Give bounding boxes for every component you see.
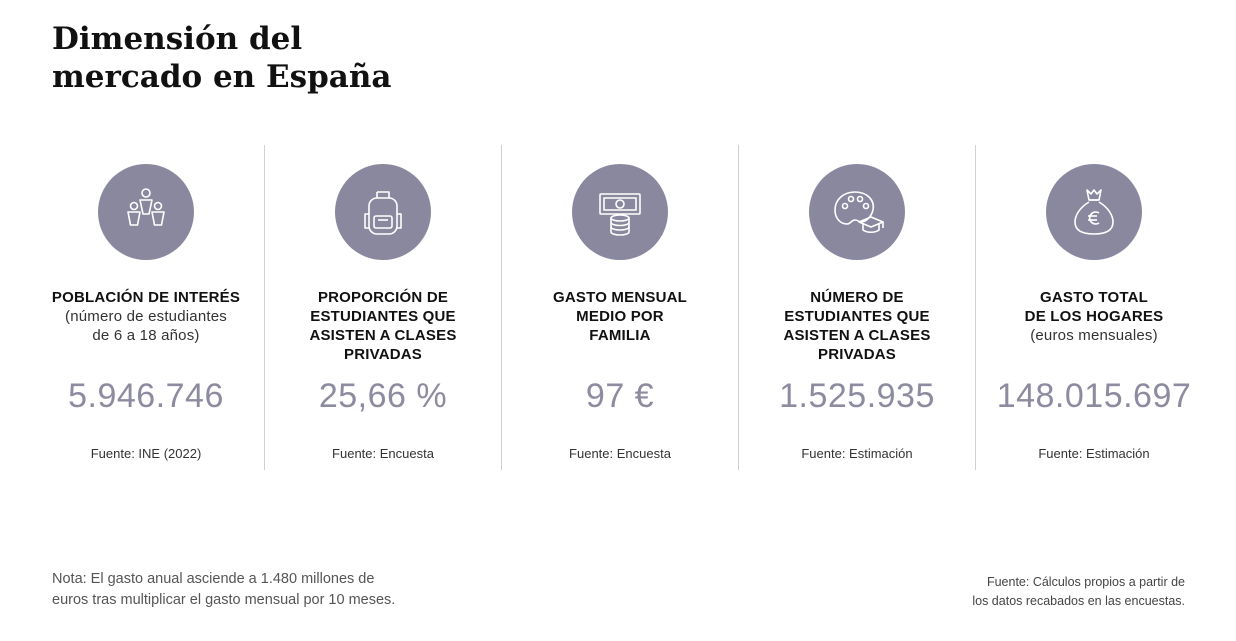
card-heading: POBLACIÓN DE INTERÉS (número de estudian…	[38, 288, 254, 345]
palette-graduation-icon	[809, 164, 905, 260]
backpack-icon	[335, 164, 431, 260]
people-icon	[98, 164, 194, 260]
card-subheading-line: (número de estudiantes	[65, 308, 227, 325]
card-heading: NÚMERO DE ESTUDIANTES QUE ASISTEN A CLAS…	[749, 288, 965, 364]
card-value: 5.946.746	[68, 377, 224, 415]
card-heading-line: PRIVADAS	[344, 346, 422, 363]
card-heading-line: NÚMERO DE	[810, 289, 904, 306]
card-heading-line: POBLACIÓN DE INTERÉS	[51, 289, 241, 306]
card-source: Fuente: Encuesta	[569, 446, 671, 461]
card-heading: PROPORCIÓN DE ESTUDIANTES QUE ASISTEN A …	[275, 288, 491, 364]
card-source: Fuente: Estimación	[1038, 446, 1150, 461]
footer-source-line-1: Fuente: Cálculos propios a partir de	[986, 575, 1185, 589]
card-value: 148.015.697	[996, 377, 1192, 415]
card-heading-line: PROPORCIÓN DE	[317, 289, 449, 306]
card-heading-line: GASTO TOTAL	[1039, 289, 1149, 306]
footnote-line-1: Nota: El gasto anual asciende a 1.480 mi…	[52, 571, 375, 587]
card-heading-line: ASISTEN A CLASES	[309, 327, 457, 344]
card-heading: GASTO TOTAL DE LOS HOGARES (euros mensua…	[986, 288, 1202, 345]
card-value: 97 €	[585, 377, 655, 415]
card-poblacion: POBLACIÓN DE INTERÉS (número de estudian…	[28, 145, 264, 470]
money-bag-euro-icon	[1046, 164, 1142, 260]
page-title-line-1: Dimensión del	[52, 21, 303, 57]
card-subheading-line: de 6 a 18 años)	[92, 327, 200, 344]
footnote: Nota: El gasto anual asciende a 1.480 mi…	[52, 569, 452, 611]
card-gasto-mensual: GASTO MENSUAL MEDIO POR FAMILIA 97 € Fue…	[501, 145, 738, 470]
card-value: 25,66 %	[318, 377, 448, 415]
card-heading: GASTO MENSUAL MEDIO POR FAMILIA	[512, 288, 728, 345]
card-value: 1.525.935	[779, 377, 935, 415]
footer-source-line-2: los datos recabados en las encuestas.	[972, 594, 1185, 608]
card-source: Fuente: Estimación	[801, 446, 913, 461]
card-heading-line: PRIVADAS	[818, 346, 896, 363]
card-heading-line: DE LOS HOGARES	[1024, 308, 1164, 325]
card-heading-line: FAMILIA	[589, 327, 651, 344]
card-proporcion: PROPORCIÓN DE ESTUDIANTES QUE ASISTEN A …	[264, 145, 501, 470]
stats-cards: POBLACIÓN DE INTERÉS (número de estudian…	[28, 145, 1212, 470]
card-heading-line: ESTUDIANTES QUE	[310, 308, 456, 325]
money-icon	[572, 164, 668, 260]
footer-source: Fuente: Cálculos propios a partir de los…	[885, 573, 1185, 611]
card-heading-line: ESTUDIANTES QUE	[784, 308, 930, 325]
card-heading-line: MEDIO POR	[576, 308, 664, 325]
card-subheading-line: (euros mensuales)	[1030, 327, 1158, 344]
footnote-line-2: euros tras multiplicar el gasto mensual …	[52, 592, 396, 608]
card-gasto-total: GASTO TOTAL DE LOS HOGARES (euros mensua…	[975, 145, 1212, 470]
card-source: Fuente: Encuesta	[332, 446, 434, 461]
card-heading-line: GASTO MENSUAL	[553, 289, 687, 306]
card-source: Fuente: INE (2022)	[90, 446, 202, 461]
page-title: Dimensión del mercado en España	[52, 20, 472, 96]
card-heading-line: ASISTEN A CLASES	[783, 327, 931, 344]
card-numero-estudiantes: NÚMERO DE ESTUDIANTES QUE ASISTEN A CLAS…	[738, 145, 975, 470]
page-title-line-2: mercado en España	[52, 59, 392, 95]
